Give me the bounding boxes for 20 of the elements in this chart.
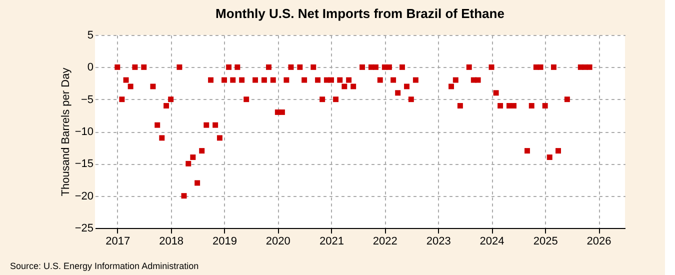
x-tick-label: 2020 xyxy=(266,236,290,248)
y-tick-label: 5 xyxy=(87,30,94,42)
y-tick-label: −5 xyxy=(80,94,94,106)
y-axis-title: Thousand Barrels per Day xyxy=(60,67,72,196)
x-tick-label: 2024 xyxy=(480,236,504,248)
x-tick-label: 2018 xyxy=(159,236,184,248)
x-tick-label: 2023 xyxy=(426,236,451,248)
y-tick-label: −20 xyxy=(74,190,94,202)
y-tick-label: −25 xyxy=(74,222,94,234)
y-tick-label: −10 xyxy=(74,126,94,138)
x-tick-label: 2017 xyxy=(106,236,130,248)
source-note: Source: U.S. Energy Information Administration xyxy=(10,261,199,271)
x-tick-label: 2021 xyxy=(319,236,344,248)
y-tick-label: −15 xyxy=(74,158,94,170)
y-tick-label: 0 xyxy=(87,62,94,74)
x-tick-label: 2022 xyxy=(372,236,398,248)
x-tick-label: 2025 xyxy=(533,236,558,248)
chart-title: Monthly U.S. Net Imports from Brazil of Ethane xyxy=(216,6,504,21)
x-tick-label: 2019 xyxy=(212,236,237,248)
x-tick-label: 2026 xyxy=(586,236,612,248)
